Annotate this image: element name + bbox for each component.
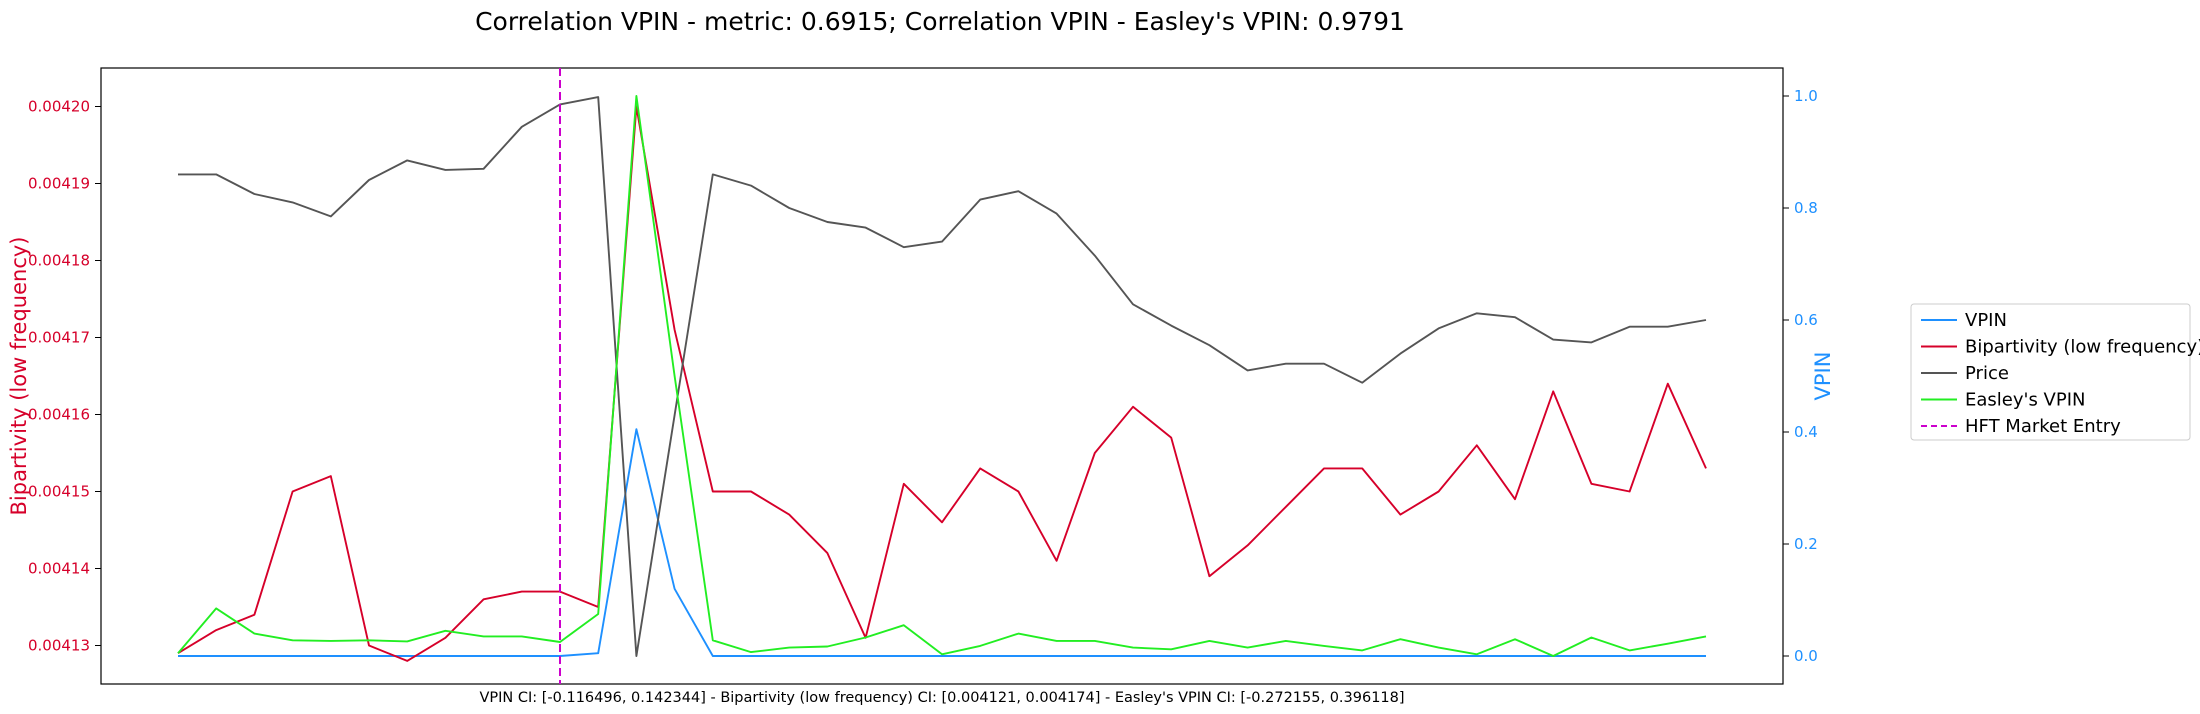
y-left-tick-label: 0.00415 (28, 483, 90, 501)
chart-title: Correlation VPIN - metric: 0.6915; Corre… (475, 7, 1405, 36)
right-axis: 0.0 0.2 0.4 0.6 0.8 1.0 (1783, 87, 1818, 665)
confidence-interval-note: VPIN CI: [-0.116496, 0.142344] - Biparti… (479, 690, 1404, 706)
series-layer (177, 95, 1707, 662)
y-right-tick-label: 1.0 (1794, 87, 1818, 105)
y-axis-right-label: VPIN (1811, 352, 1835, 401)
y-left-tick-label: 0.00417 (28, 329, 90, 347)
legend: VPIN Bipartivity (low frequency) Price Easl… (1910, 303, 2200, 441)
legend-label: HFT Market Entry (1965, 416, 2121, 437)
legend-label: Easley's VPIN (1965, 390, 2086, 411)
legend-box (1910, 303, 2191, 441)
legend-label: Price (1965, 363, 2009, 384)
series-line-easley-s-vpin (177, 95, 1707, 657)
series-line-vpin (178, 428, 1706, 657)
y-left-tick-label: 0.00416 (28, 406, 90, 424)
y-right-tick-label: 0.2 (1794, 535, 1818, 553)
plot-area (100, 67, 1784, 685)
series-line-price (178, 96, 1707, 657)
y-left-tick-label: 0.00413 (28, 637, 90, 655)
y-axis-left-label: Bipartivity (low frequency) (7, 237, 31, 516)
y-right-tick-label: 0.8 (1794, 199, 1818, 217)
series-line-bipartivity-low-frequency (177, 105, 1707, 662)
legend-label: Bipartivity (low frequency) (1965, 337, 2200, 358)
left-axis: 0.00413 0.00414 0.00415 0.00416 0.00417 0.004… (28, 98, 101, 655)
y-left-tick-label: 0.00419 (28, 175, 90, 193)
y-right-tick-label: 0.4 (1794, 423, 1818, 441)
legend-label: VPIN (1965, 310, 2007, 331)
y-right-tick-label: 0.0 (1794, 647, 1818, 665)
y-right-tick-label: 0.6 (1794, 311, 1818, 329)
y-left-tick-label: 0.00420 (28, 98, 90, 116)
y-left-tick-label: 0.00414 (28, 560, 90, 578)
plot-frame (100, 67, 1784, 685)
y-left-tick-label: 0.00418 (28, 252, 90, 270)
